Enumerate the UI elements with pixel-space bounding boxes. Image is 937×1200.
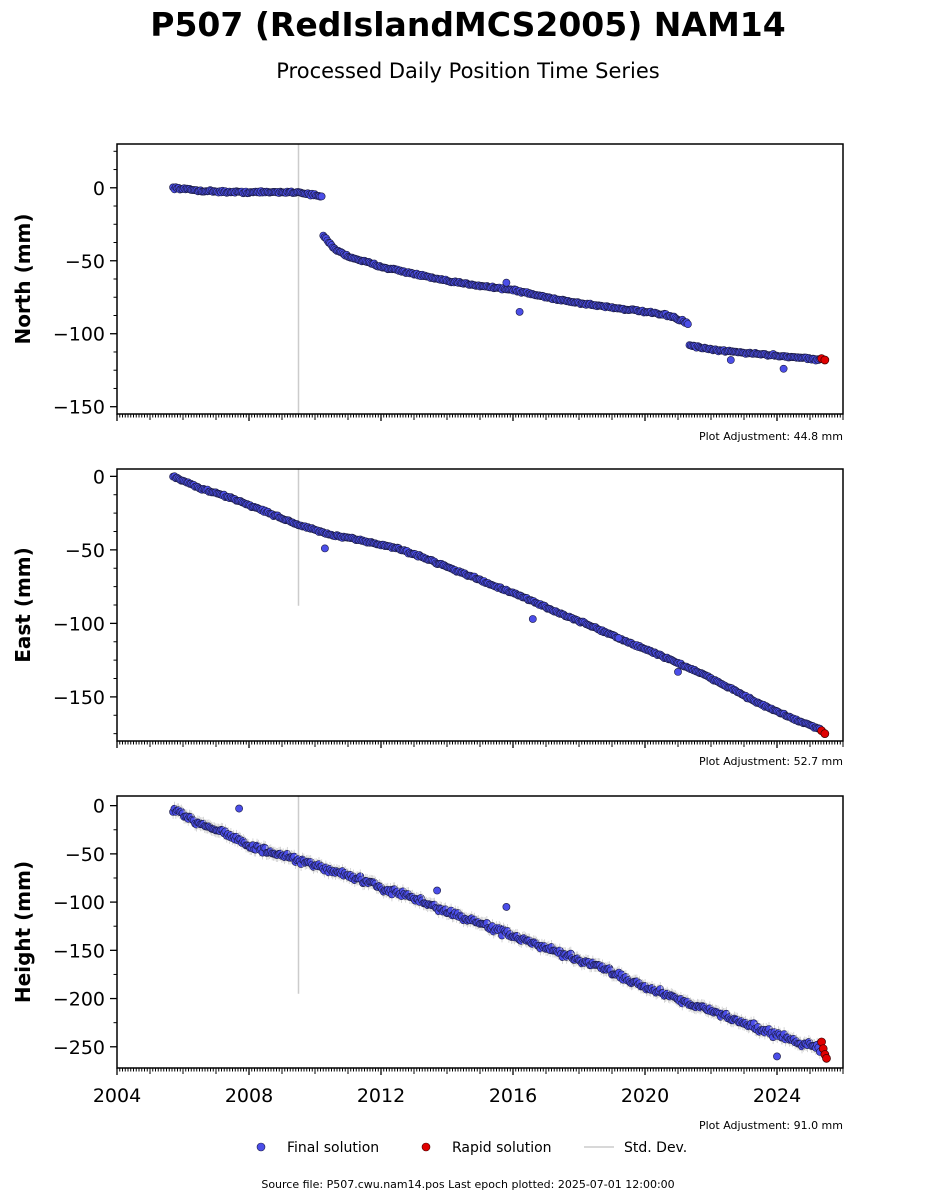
east-y-axis-label: East (mm) xyxy=(11,547,35,663)
north-final-point xyxy=(515,307,524,316)
north-final-point xyxy=(502,278,511,287)
height-final-points xyxy=(169,801,824,1061)
east-y-tick-label: 0 xyxy=(93,466,105,488)
height-x-tick-label: 2016 xyxy=(489,1085,537,1107)
east-x-axis xyxy=(116,741,844,748)
chart-title: P507 (RedIslandMCS2005) NAM14 xyxy=(150,5,785,44)
north-y-tick-label: 0 xyxy=(93,178,105,200)
height-y-tick-label: −50 xyxy=(65,844,105,866)
north-final-point xyxy=(779,364,788,373)
height-x-tick-label: 2024 xyxy=(753,1085,801,1107)
north-y-axis: 0 −50 −100 −150 xyxy=(53,150,117,419)
height-final-point xyxy=(502,903,511,911)
east-panel: 0 −50 −100 −150 East (mm) Plot Adjustment: 52… xyxy=(11,466,844,768)
height-final-point xyxy=(235,804,243,813)
east-axes-frame xyxy=(116,468,844,742)
east-final-point xyxy=(614,634,623,642)
east-y-tick-label: −100 xyxy=(53,613,105,635)
north-final-point xyxy=(684,320,692,328)
legend-rapid-label: Rapid solution xyxy=(452,1140,552,1156)
height-x-tick-label: 2004 xyxy=(93,1085,141,1107)
height-panel: 2004 2008 2012 2016 2020 2024 0 −50 −100 −150 −200… xyxy=(11,795,844,1132)
height-y-tick-label: −150 xyxy=(53,940,105,962)
east-final-point xyxy=(674,667,682,676)
height-y-tick-label: 0 xyxy=(93,796,105,818)
north-y-tick-label: −50 xyxy=(65,251,105,273)
north-final-point xyxy=(317,192,326,201)
north-panel: 0 −50 −100 −150 North (mm) Plot Adjustment: 4… xyxy=(11,143,844,443)
east-rapid-point xyxy=(820,729,830,738)
east-final-point xyxy=(320,544,329,553)
height-final-point xyxy=(433,886,441,895)
east-final-point xyxy=(528,615,537,623)
north-final-points xyxy=(169,183,824,373)
north-y-tick-label: −100 xyxy=(53,324,105,346)
height-x-axis: 2004 2008 2012 2016 2020 2024 xyxy=(93,1068,844,1107)
height-x-tick-label: 2012 xyxy=(357,1085,405,1107)
height-y-tick-label: −250 xyxy=(53,1037,105,1059)
north-axes-frame xyxy=(116,143,844,415)
north-rapid-point xyxy=(820,355,830,365)
north-plot-adjustment: Plot Adjustment: 44.8 mm xyxy=(699,430,843,443)
east-plot-adjustment: Plot Adjustment: 52.7 mm xyxy=(699,755,843,768)
height-y-axis: 0 −50 −100 −150 −200 −250 xyxy=(53,796,117,1059)
north-y-axis-label: North (mm) xyxy=(11,213,35,344)
height-plot-adjustment: Plot Adjustment: 91.0 mm xyxy=(699,1119,843,1132)
legend-rapid-marker xyxy=(421,1142,431,1152)
east-y-tick-label: −150 xyxy=(53,687,105,709)
height-y-axis-label: Height (mm) xyxy=(11,861,35,1003)
footer-source: Source file: P507.cwu.nam14.pos Last epo… xyxy=(261,1178,674,1191)
east-final-points xyxy=(169,472,824,733)
height-y-tick-label: −100 xyxy=(53,892,105,914)
legend-std-label: Std. Dev. xyxy=(624,1140,687,1156)
north-final-point xyxy=(726,356,735,364)
height-x-tick-label: 2008 xyxy=(225,1085,273,1107)
east-y-axis: 0 −50 −100 −150 xyxy=(53,466,117,735)
chart-subtitle: Processed Daily Position Time Series xyxy=(276,59,660,83)
north-x-axis xyxy=(116,414,844,421)
height-final-point xyxy=(773,1052,781,1061)
height-rapid-point xyxy=(822,1054,831,1063)
legend-final-label: Final solution xyxy=(287,1140,379,1156)
height-x-tick-label: 2020 xyxy=(621,1085,669,1107)
north-y-tick-label: −150 xyxy=(53,397,105,419)
legend-final-marker xyxy=(256,1142,266,1152)
height-y-tick-label: −200 xyxy=(53,989,105,1011)
east-y-tick-label: −50 xyxy=(65,540,105,562)
legend: Final solution Rapid solution Std. Dev. xyxy=(256,1140,687,1156)
